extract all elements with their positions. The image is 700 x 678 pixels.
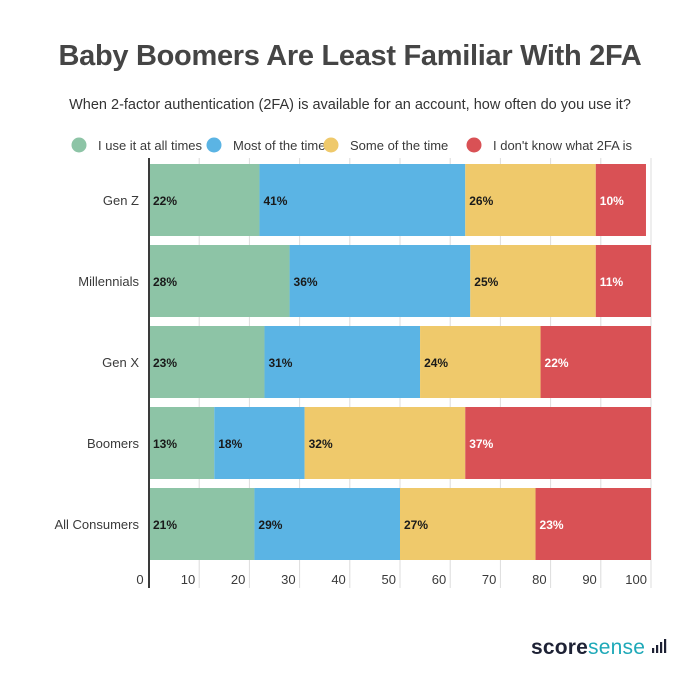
- bar-segment: [595, 245, 651, 317]
- x-tick-label: 80: [532, 572, 546, 587]
- bar-segment: [264, 326, 421, 398]
- data-label: 23%: [540, 518, 564, 532]
- data-label: 36%: [294, 275, 318, 289]
- legend-swatch: [466, 137, 482, 153]
- chart-title: Baby Boomers Are Least Familiar With 2FA: [58, 40, 642, 72]
- bar-segment: [259, 164, 466, 236]
- legend-label: I don't know what 2FA is: [493, 138, 633, 153]
- bar-segment: [400, 488, 536, 560]
- bar-segment: [465, 164, 596, 236]
- x-tick-label: 50: [382, 572, 396, 587]
- bar-segment: [470, 245, 596, 317]
- category-label: All Consumers: [54, 517, 139, 532]
- legend-swatch: [206, 137, 222, 153]
- x-tick-label: 20: [231, 572, 245, 587]
- data-label: 11%: [600, 275, 624, 289]
- x-tick-label: 100: [625, 572, 647, 587]
- data-label: 26%: [469, 194, 493, 208]
- logo-text-score: score: [531, 636, 589, 659]
- logo-text-sense: sense: [588, 636, 646, 659]
- legend-swatch: [323, 137, 339, 153]
- data-label: 25%: [474, 275, 498, 289]
- category-label: Gen X: [102, 355, 139, 370]
- data-label: 24%: [424, 356, 448, 370]
- data-label: 21%: [153, 518, 177, 532]
- data-label: 22%: [545, 356, 569, 370]
- x-tick-label: 90: [582, 572, 596, 587]
- legend-label: Most of the time: [233, 138, 325, 153]
- bar-segment: [420, 326, 541, 398]
- bar-segment: [149, 164, 260, 236]
- bar-segment: [149, 245, 290, 317]
- legend: I use it at all times Most of the time Som…: [71, 137, 633, 153]
- data-label: 29%: [258, 518, 282, 532]
- data-label: 28%: [153, 275, 177, 289]
- legend-label: I use it at all times: [98, 138, 203, 153]
- bar-segment: [149, 326, 265, 398]
- bar-segment: [540, 326, 651, 398]
- data-label: 10%: [600, 194, 624, 208]
- bar-segment: [254, 488, 400, 560]
- x-tick-label: 0: [136, 572, 143, 587]
- bar-segment: [465, 407, 651, 479]
- data-label: 13%: [153, 437, 177, 451]
- bar-segment: [149, 488, 255, 560]
- x-tick-label: 10: [181, 572, 195, 587]
- bar-segment: [214, 407, 305, 479]
- data-label: 23%: [153, 356, 177, 370]
- legend-label: Some of the time: [350, 138, 448, 153]
- x-tick-label: 60: [432, 572, 446, 587]
- category-label: Gen Z: [103, 193, 139, 208]
- x-tick-label: 70: [482, 572, 496, 587]
- bar-segment: [595, 164, 646, 236]
- x-tick-label: 40: [331, 572, 345, 587]
- category-label: Millennials: [78, 274, 139, 289]
- bar-segment: [149, 407, 215, 479]
- data-label: 27%: [404, 518, 428, 532]
- chart-subtitle: When 2-factor authentication (2FA) is av…: [69, 97, 631, 113]
- bar-segment: [304, 407, 466, 479]
- data-label: 31%: [268, 356, 292, 370]
- bars: 22% 41% 26% 10% 28% 36% 25% 11% 23% 31% 24% 22% 13% 1…: [149, 164, 651, 560]
- data-label: 41%: [263, 194, 287, 208]
- data-label: 32%: [309, 437, 333, 451]
- signal-bars-icon: [652, 639, 667, 653]
- category-labels: Gen Z Millennials Gen X Boomers All Consumer…: [54, 193, 139, 532]
- stacked-bar-chart: I use it at all times Most of the time Som…: [54, 137, 652, 588]
- data-label: 37%: [469, 437, 493, 451]
- bar-segment: [535, 488, 651, 560]
- data-label: 22%: [153, 194, 177, 208]
- legend-swatch: [71, 137, 87, 153]
- category-label: Boomers: [87, 436, 140, 451]
- scoresense-logo: scoresense: [531, 636, 667, 660]
- x-tick-label: 30: [281, 572, 295, 587]
- bar-segment: [289, 245, 471, 317]
- x-tick-labels: 0 10 20 30 40 50 60 70 80 90 100: [136, 572, 647, 587]
- data-label: 18%: [218, 437, 242, 451]
